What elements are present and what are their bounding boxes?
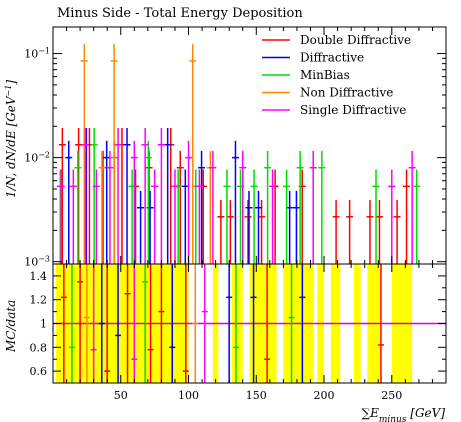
legend-label-0: Double Diffractive xyxy=(300,33,411,47)
x-axis-label: ∑Eminus [GeV] xyxy=(362,406,446,422)
x-tick-label-50: 50 xyxy=(114,389,128,402)
x-tick-label-150: 150 xyxy=(246,389,267,402)
y-tick-label-lower-0.6: 0.6 xyxy=(30,365,48,378)
legend: Double Diffractive Diffractive MinBias Non … xyxy=(262,33,411,117)
legend-label-4: Single Diffractive xyxy=(300,103,406,117)
y-tick-label-lower-1.2: 1.2 xyxy=(30,294,48,307)
lower-panel: 50 100 150 200 250 0.6 0.8 1 1.2 1.4 xyxy=(30,263,447,402)
legend-label-2: MinBias xyxy=(300,68,350,82)
y-tick-label-lower-1.4: 1.4 xyxy=(30,270,48,283)
y-axis-label-lower: MC/data xyxy=(4,300,18,353)
y-tick-label-upper-0: 10−3 xyxy=(24,254,50,269)
upper-panel: 10−3 10−2 10−1 xyxy=(24,26,447,269)
x-tick-label-200: 200 xyxy=(314,389,335,402)
y-tick-label-lower-0.8: 0.8 xyxy=(30,341,48,354)
legend-label-1: Diffractive xyxy=(300,51,364,65)
y-tick-label-lower-1: 1 xyxy=(40,318,47,331)
y-axis-label-upper: 1/N, dN/dE [GeV−1] xyxy=(4,80,19,198)
y-tick-label-upper-1: 10−2 xyxy=(24,150,50,165)
chart-title: Minus Side - Total Energy Deposition xyxy=(57,6,303,21)
legend-label-3: Non Diffractive xyxy=(300,86,393,100)
x-tick-label-100: 100 xyxy=(178,389,199,402)
y-tick-label-upper-2: 10−1 xyxy=(24,46,50,61)
x-tick-label-250: 250 xyxy=(381,389,402,402)
